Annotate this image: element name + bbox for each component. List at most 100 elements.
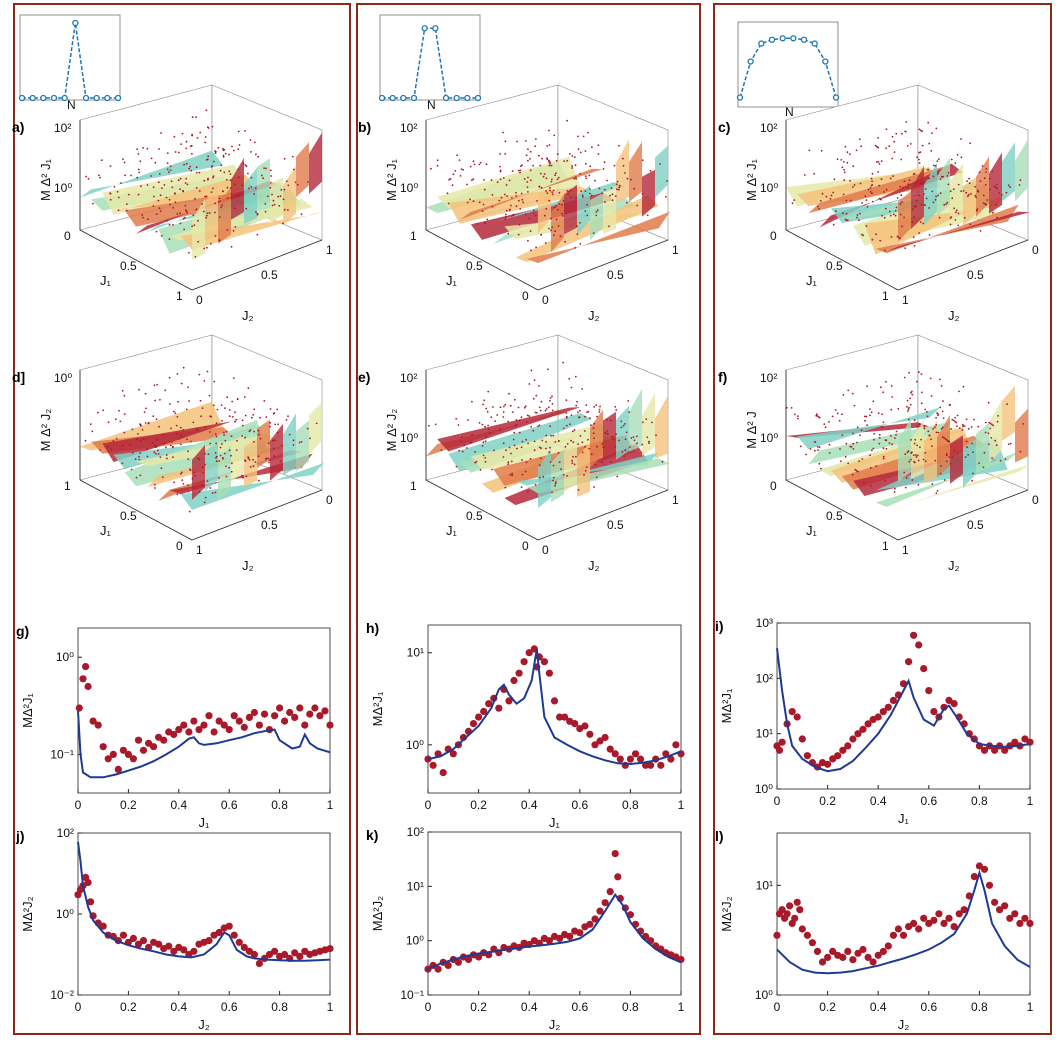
surface-scatter-dot <box>523 178 526 180</box>
surface-scatter-dot <box>592 427 595 430</box>
data-point <box>124 750 132 759</box>
surface-scatter-dot <box>102 409 105 412</box>
surface-scatter-dot <box>222 190 225 193</box>
data-point <box>606 745 614 753</box>
surface-scatter-dot <box>247 172 249 175</box>
surface-scatter-dot <box>595 210 598 213</box>
surface-scatter-dot <box>228 409 231 411</box>
surface-scatter-dot <box>939 406 941 409</box>
surface-scatter-dot <box>941 410 944 413</box>
z-tick-label: 10² <box>760 121 777 135</box>
surface-scatter-dot <box>181 132 184 135</box>
surface-scatter-dot <box>912 173 915 176</box>
surface-scatter-dot <box>533 379 536 381</box>
inset-profile-line <box>382 27 478 99</box>
data-point <box>980 746 989 754</box>
surface-scatter-dot <box>214 433 217 435</box>
y-tick-label: 10⁰ <box>406 738 424 752</box>
surface-patch <box>655 145 668 198</box>
surface-scatter-dot <box>940 385 943 387</box>
data-point <box>586 920 594 928</box>
surface-scatter-dot <box>920 182 923 185</box>
surface-scatter-dot <box>110 448 112 451</box>
surface-scatter-dot <box>168 198 171 201</box>
surface-scatter-dot <box>499 170 502 173</box>
surface-scatter-dot <box>252 458 255 461</box>
plot-area <box>77 832 331 996</box>
surface-scatter-dot <box>538 154 540 157</box>
surface-scatter-dot <box>906 399 909 402</box>
surface-scatter-dot <box>542 175 545 178</box>
surface-scatter-dot <box>204 496 207 499</box>
surface-scatter-dot <box>612 438 615 441</box>
surface-scatter-dot <box>570 414 573 417</box>
data-point <box>884 942 892 950</box>
surface-scatter-dot <box>202 466 204 469</box>
surface-scatter-dot <box>1007 184 1010 187</box>
surface-patch <box>205 442 218 491</box>
surface-scatter-dot <box>208 212 211 214</box>
surface-scatter-dot <box>532 429 535 432</box>
surface-scatter-dot <box>572 441 575 444</box>
surface-scatter-dot <box>264 203 267 205</box>
data-point <box>596 737 604 745</box>
surface-scatter-dot <box>949 223 952 226</box>
surface-scatter-dot <box>963 425 966 427</box>
surface-scatter-dot <box>520 416 523 419</box>
j1-axis-label: J₁ <box>446 523 458 538</box>
data-point <box>854 730 862 738</box>
surface-scatter-dot <box>915 205 917 208</box>
surface-scatter-dot <box>618 439 620 442</box>
surface-scatter-dot <box>968 177 970 180</box>
surface-scatter-dot <box>915 456 918 458</box>
surface-scatter-dot <box>257 155 260 158</box>
data-point <box>245 713 253 722</box>
surface-scatter-dot <box>179 222 182 225</box>
surface-scatter-dot <box>538 446 541 449</box>
surface-scatter-dot <box>300 213 303 216</box>
surface-scatter-dot <box>183 163 186 166</box>
surface-scatter-dot <box>476 222 479 225</box>
surface-scatter-dot <box>632 436 635 438</box>
surface-scatter-dot <box>285 419 288 421</box>
surface-scatter-dot <box>892 213 895 216</box>
x-tick-label: 1 <box>678 798 685 812</box>
surface-scatter-dot <box>519 171 521 174</box>
surface-scatter-dot <box>994 186 997 189</box>
surface-scatter-dot <box>223 431 225 434</box>
surface-scatter-dot <box>1009 186 1011 189</box>
surface-scatter-dot <box>218 239 221 241</box>
surface-scatter-dot <box>219 169 222 172</box>
surface-scatter-dot <box>499 428 501 431</box>
surface-scatter-dot <box>269 169 272 172</box>
surface-scatter-dot <box>965 418 968 421</box>
data-point <box>996 906 1004 914</box>
surface-patch <box>231 157 244 220</box>
surface-scatter-dot <box>123 431 126 434</box>
surface-scatter-dot <box>913 419 916 422</box>
surface-patch <box>296 142 309 198</box>
surface-scatter-dot <box>232 149 235 152</box>
surface-scatter-dot <box>534 411 537 414</box>
surface-scatter-dot <box>890 408 893 411</box>
x-tick-label: 0.2 <box>120 798 137 812</box>
surface-scatter-dot <box>498 199 501 202</box>
surface-scatter-dot <box>170 180 173 183</box>
data-point <box>550 697 559 705</box>
j2-tick-label: 1 <box>672 243 679 257</box>
j2-tick-label: 0 <box>326 493 333 507</box>
x-tick-label: 0 <box>774 794 781 808</box>
plot-area <box>427 624 682 794</box>
y-tick-label: 10⁰ <box>755 782 773 796</box>
surface-scatter-dot <box>551 178 553 181</box>
data-point <box>215 717 223 725</box>
surface-scatter-dot <box>181 436 184 438</box>
inset-frame <box>19 14 121 101</box>
surface-scatter-dot <box>502 131 504 134</box>
surface-scatter-dot <box>504 153 507 155</box>
surface-scatter-dot <box>538 385 540 387</box>
surface-scatter-dot <box>130 468 133 471</box>
surface-scatter-dot <box>878 163 881 165</box>
j2-tick-label: 1 <box>902 293 909 307</box>
surface-scatter-dot <box>483 188 486 191</box>
